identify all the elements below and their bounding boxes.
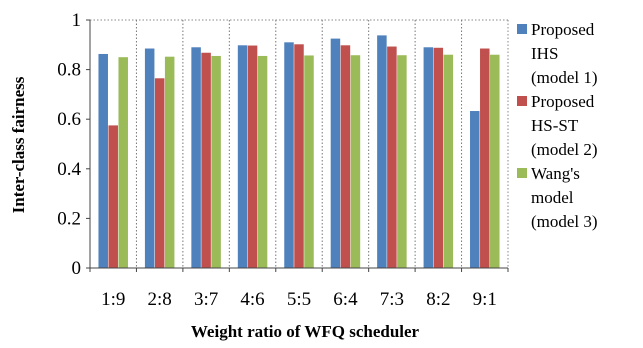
legend-label: (model 3): [531, 212, 598, 231]
x-tick-label: 8:2: [426, 289, 450, 310]
x-tick-label: 7:3: [380, 289, 404, 310]
x-axis: 1:9 2:8 3:7 4:6 5:5 6:4 7:3 8:2 9:1: [89, 267, 509, 310]
bar-series1-2-8: [144, 48, 155, 268]
x-tick-label: 4:6: [240, 289, 264, 310]
bar-series2-2-8: [154, 78, 165, 268]
y-tick-label: 0.2: [57, 208, 81, 229]
bar-series1-7-3: [377, 35, 387, 268]
bar-series2-7-3: [387, 46, 397, 268]
x-tick-label: 9:1: [473, 289, 497, 310]
y-tick-label: 1: [72, 10, 82, 31]
bar-series3-8-2: [443, 54, 454, 268]
x-tick-label: 5:5: [287, 289, 311, 310]
y-axis-title: Inter-class fairness: [9, 76, 28, 213]
bar-series1-6-4: [330, 38, 341, 268]
bar-series3-3-7: [211, 55, 221, 269]
bar-series2-5-5: [294, 44, 304, 268]
legend-label: HS-ST: [531, 116, 579, 135]
x-tick-label: 3:7: [194, 289, 218, 310]
legend-swatch-series2: [517, 96, 527, 106]
legend-label: Wang's: [531, 164, 580, 183]
legend-label: (model 1): [531, 68, 598, 87]
bar-series2-4-6: [247, 45, 258, 268]
legend: Proposed IHS (model 1) Proposed HS-ST (model …: [517, 20, 598, 231]
y-tick-label: 0.6: [57, 109, 81, 130]
legend-swatch-series3: [517, 168, 527, 178]
y-axis: 0 0.2 0.4 0.6 0.8 1: [57, 10, 91, 279]
legend-label: model: [531, 188, 574, 207]
x-tick-label: 6:4: [333, 289, 358, 310]
bar-series3-1-9: [118, 57, 128, 269]
legend-swatch-series1: [517, 24, 527, 34]
bar-series3-4-6: [257, 55, 268, 269]
y-tick-label: 0.4: [57, 159, 81, 180]
bar-series3-7-3: [397, 55, 407, 268]
bar-series2-9-1: [480, 48, 490, 268]
bar-series1-9-1: [470, 111, 480, 269]
y-tick-label: 0.8: [57, 60, 81, 81]
bars: [98, 35, 500, 269]
legend-label: Proposed: [531, 92, 595, 111]
x-axis-title: Weight ratio of WFQ scheduler: [191, 322, 420, 341]
legend-label: Proposed: [531, 20, 595, 39]
bar-series1-5-5: [284, 42, 294, 268]
bar-series1-3-7: [191, 47, 201, 268]
bar-series3-5-5: [304, 55, 314, 269]
bar-series3-2-8: [164, 56, 175, 269]
bar-series1-1-9: [98, 53, 108, 269]
bar-series1-4-6: [237, 45, 248, 268]
gridlines: [135, 20, 463, 268]
bar-series2-6-4: [340, 45, 351, 268]
bar-series3-9-1: [490, 54, 500, 268]
legend-label: (model 2): [531, 140, 598, 159]
bar-series2-8-2: [433, 47, 444, 268]
plot-area: [90, 19, 509, 268]
bar-series1-8-2: [423, 47, 434, 268]
legend-label: IHS: [531, 44, 558, 63]
x-tick-label: 2:8: [148, 289, 172, 310]
x-tick-label: 1:9: [101, 289, 125, 310]
y-tick-label: 0: [72, 258, 82, 279]
bar-series2-1-9: [108, 125, 118, 269]
bar-series2-3-7: [201, 52, 211, 268]
bar-series3-6-4: [350, 55, 361, 268]
